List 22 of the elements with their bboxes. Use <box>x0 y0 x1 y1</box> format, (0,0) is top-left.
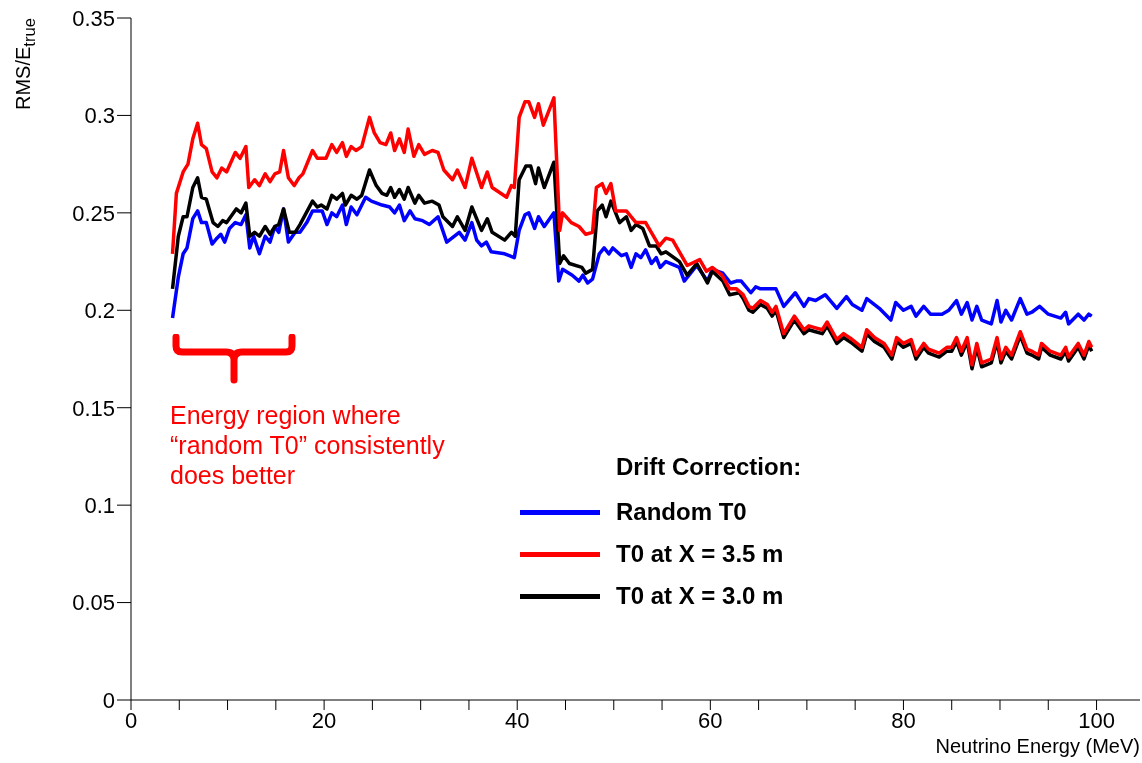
y-tick-label: 0.35 <box>72 5 115 31</box>
x-tick-label: 60 <box>698 707 723 733</box>
y-tick-label: 0 <box>102 687 115 713</box>
legend-label: T0 at X = 3.0 m <box>616 582 784 610</box>
x-tick-label: 0 <box>124 707 138 733</box>
legend-title: Drift Correction: <box>616 453 802 481</box>
x-tick-label: 20 <box>311 707 337 733</box>
line-series <box>170 195 1094 326</box>
legend-label: T0 at X = 3.5 m <box>616 540 784 568</box>
y-tick-label: 0.05 <box>72 590 115 616</box>
y-tick-label: 0.3 <box>84 103 115 129</box>
x-tick-label: 100 <box>1078 707 1115 733</box>
legend-label: Random T0 <box>616 498 747 526</box>
y-tick-label: 0.2 <box>84 298 115 324</box>
y-tick-label: 0.1 <box>84 492 115 518</box>
x-tick-label: 80 <box>891 707 916 733</box>
y-tick-label: 0.15 <box>72 395 115 421</box>
x-axis-title: Neutrino Energy (MeV) <box>935 735 1140 758</box>
line-series <box>170 96 1094 367</box>
annotation: Energy region where “random T0” consistently does better <box>170 400 446 490</box>
y-tick-label: 0.25 <box>72 200 115 226</box>
x-tick-label: 40 <box>504 707 530 733</box>
